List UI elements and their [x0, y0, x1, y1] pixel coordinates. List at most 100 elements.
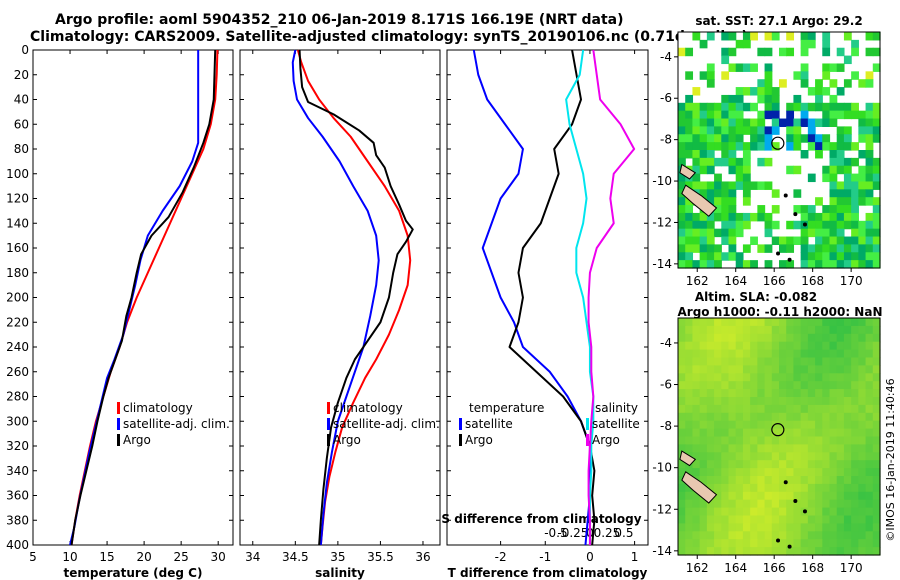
map-cell	[692, 333, 701, 343]
map-cell	[793, 134, 802, 143]
map-cell	[757, 499, 766, 509]
map-cell	[829, 142, 838, 151]
map-cell	[851, 212, 859, 222]
small-island	[793, 498, 798, 503]
map-cell	[692, 228, 701, 238]
map-cell	[685, 197, 694, 206]
map-cell	[699, 318, 708, 327]
map-cell	[692, 436, 701, 445]
map-cell	[851, 365, 859, 374]
map-cell	[742, 476, 751, 485]
map-cell	[678, 197, 686, 206]
map-cell	[836, 420, 845, 430]
map-cell	[735, 181, 744, 190]
map-cell	[706, 468, 715, 477]
map-cell	[742, 212, 751, 222]
map-cell	[750, 126, 758, 135]
map-cell	[714, 523, 722, 532]
map-cell	[822, 499, 831, 509]
map-cell	[750, 142, 758, 151]
map-cell	[843, 507, 852, 517]
y-tick-label: 240	[6, 340, 29, 354]
map-cell	[807, 228, 816, 238]
series-line-satellite-adj-clim-	[291, 49, 380, 546]
map-cell	[714, 318, 722, 327]
map-cell	[735, 252, 744, 261]
map-cell	[721, 476, 730, 485]
map-cell	[807, 357, 816, 366]
map-cell	[779, 318, 787, 327]
map-cell	[692, 404, 701, 414]
map-cell	[815, 349, 823, 359]
map-cell	[735, 318, 744, 327]
map-cell	[764, 460, 773, 469]
map-cell	[678, 47, 686, 57]
map-cell	[793, 381, 802, 390]
map-cell	[699, 333, 708, 343]
map-cell	[851, 444, 859, 453]
map-cell	[771, 381, 780, 390]
map-cell	[692, 102, 701, 112]
island-shape	[681, 184, 718, 217]
map-cell	[706, 381, 715, 390]
map-cell	[872, 102, 881, 112]
map-cell	[692, 220, 701, 230]
map-cell	[793, 412, 802, 422]
map-cell	[800, 236, 809, 245]
map-cell	[699, 499, 708, 509]
map-cell	[757, 341, 766, 351]
map-cell	[793, 420, 802, 430]
map-cell	[807, 212, 816, 222]
map-y-tick-label: -10	[652, 174, 672, 188]
map-cell	[858, 381, 867, 390]
map-cell	[865, 189, 874, 198]
map-cell	[735, 452, 744, 461]
legend-t-satellite: satellite	[465, 417, 513, 431]
map-cell	[742, 499, 751, 509]
map-cell	[858, 365, 867, 374]
map-cell	[742, 444, 751, 453]
island-shape	[679, 450, 697, 467]
map-cell	[728, 452, 737, 461]
map-cell	[779, 236, 787, 245]
map-cell	[829, 157, 838, 167]
map-cell	[721, 102, 730, 112]
map-cell	[858, 357, 867, 366]
map-cell	[815, 365, 823, 374]
map-cell	[793, 365, 802, 374]
legend-temperature-argo: Argo	[123, 433, 151, 447]
map-cell	[858, 507, 867, 517]
map-cell	[865, 357, 874, 366]
map-cell	[757, 491, 766, 501]
map-cell	[793, 189, 802, 198]
map-cell	[793, 341, 802, 351]
map-cell	[706, 150, 715, 159]
map-cell	[728, 531, 737, 540]
map-cell	[872, 197, 881, 206]
map-cell	[742, 357, 751, 366]
map-cell	[692, 32, 701, 41]
s-x-tick-label: -0.5	[544, 526, 567, 540]
map-cell	[685, 357, 694, 366]
map-cell	[872, 460, 881, 469]
map-cell	[750, 102, 758, 112]
x-tick-label: -1	[539, 550, 551, 564]
map-cell	[742, 220, 751, 230]
map-cell	[807, 252, 816, 261]
map-cell	[793, 118, 802, 127]
map-x-tick-label: 168	[801, 561, 824, 575]
s-x-tick-label: 0.5	[614, 526, 633, 540]
map-cell	[742, 325, 751, 335]
map-cell	[872, 523, 881, 532]
map-cell	[836, 236, 845, 245]
map-cell	[678, 318, 686, 327]
map-cell	[735, 515, 744, 524]
map-cell	[807, 547, 816, 556]
map-cell	[822, 228, 831, 238]
map-cell	[851, 244, 859, 253]
map-cell	[793, 468, 802, 477]
map-cell	[822, 381, 831, 390]
map-cell	[851, 507, 859, 517]
map-cell	[742, 515, 751, 524]
map-cell	[764, 71, 773, 80]
